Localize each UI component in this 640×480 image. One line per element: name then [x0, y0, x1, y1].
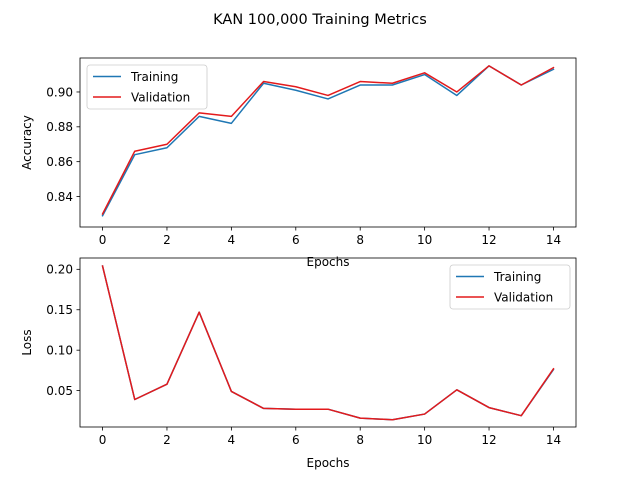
loss-y-tick-label: 0.05 — [46, 384, 73, 398]
accuracy-plot-frame — [79, 57, 577, 228]
accuracy-x-tick-label: 0 — [99, 233, 107, 247]
loss-plot-frame — [79, 257, 577, 428]
loss-subplot: 0 2 4 6 8 10 12 14 0.05 0.10 0.15 0.20 Epochs Loss Tra… — [20, 257, 577, 470]
accuracy-y-tick-label: 0.84 — [46, 190, 73, 204]
loss-y-tick-label: 0.20 — [46, 263, 73, 277]
loss-x-tick-label: 10 — [417, 433, 432, 447]
loss-x-tick-label: 2 — [163, 433, 171, 447]
accuracy-x-tick-label: 10 — [417, 233, 432, 247]
accuracy-x-tick-label: 12 — [481, 233, 496, 247]
accuracy-x-tick-label: 8 — [356, 233, 364, 247]
accuracy-legend-label-validation: Validation — [131, 90, 190, 104]
accuracy-y-tick-label: 0.88 — [46, 120, 73, 134]
loss-x-axis-label: Epochs — [307, 456, 350, 470]
accuracy-x-axis-label: Epochs — [307, 255, 350, 269]
accuracy-validation-line — [101, 65, 555, 215]
accuracy-x-tick-label: 6 — [292, 233, 300, 247]
loss-x-tick-label: 4 — [228, 433, 236, 447]
figure-suptitle: KAN 100,000 Training Metrics — [213, 12, 427, 28]
loss-legend-label-training: Training — [493, 270, 541, 284]
loss-legend-label-validation: Validation — [494, 290, 553, 304]
loss-x-tick-label: 0 — [99, 433, 107, 447]
accuracy-y-axis-label: Accuracy — [20, 115, 34, 170]
loss-y-tick-label: 0.10 — [46, 343, 73, 357]
accuracy-legend-label-training: Training — [130, 70, 178, 84]
loss-x-tick-label: 6 — [292, 433, 300, 447]
loss-x-tick-label: 8 — [356, 433, 364, 447]
accuracy-x-tick-label: 2 — [163, 233, 171, 247]
accuracy-legend: Training Validation — [86, 64, 208, 110]
accuracy-subplot: 0 2 4 6 8 10 12 14 0.84 0.86 0.88 0.90 Epochs Accurac… — [20, 57, 577, 269]
loss-legend: Training Validation — [449, 264, 571, 310]
loss-y-axis-label: Loss — [20, 329, 34, 355]
loss-x-tick-label: 12 — [481, 433, 496, 447]
loss-validation-line — [101, 265, 555, 421]
accuracy-y-tick-label: 0.86 — [46, 155, 73, 169]
accuracy-training-line — [101, 65, 555, 217]
accuracy-x-tick-label: 14 — [546, 233, 561, 247]
loss-y-tick-label: 0.15 — [46, 303, 73, 317]
loss-x-tick-label: 14 — [546, 433, 561, 447]
accuracy-y-tick-label: 0.90 — [46, 85, 73, 99]
accuracy-x-tick-label: 4 — [228, 233, 236, 247]
